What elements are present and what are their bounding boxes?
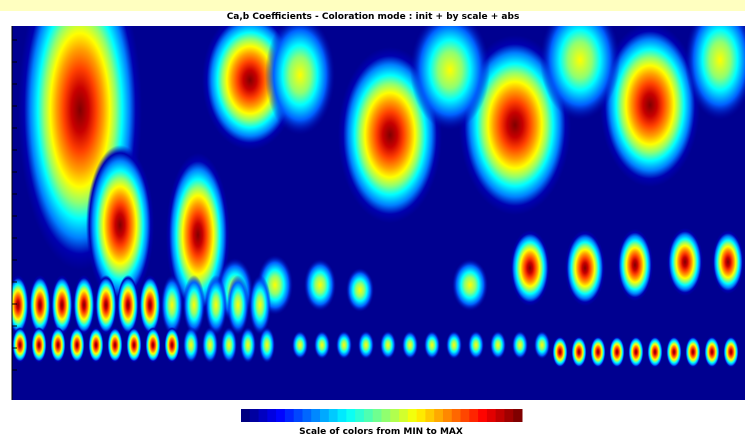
coefficient-blob xyxy=(534,331,550,359)
colorbar-caption: Scale of colors from MIN to MAX xyxy=(299,427,463,437)
colorbar-cell xyxy=(469,409,478,422)
coefficient-blob xyxy=(667,228,703,296)
colorbar-cell xyxy=(496,409,505,422)
colorbar-cell xyxy=(504,409,513,422)
coefficient-blob xyxy=(552,336,568,368)
coefficient-blob xyxy=(183,275,205,335)
colorbar-cell xyxy=(267,409,276,422)
coefficient-blob xyxy=(240,327,256,363)
coefficient-blob xyxy=(540,0,620,120)
coefficient-blob xyxy=(221,327,237,363)
colorbar-cell xyxy=(364,409,373,422)
colorbar-cell xyxy=(285,409,294,422)
coefficient-blob xyxy=(292,331,308,359)
coefficient-blob xyxy=(126,327,142,363)
coefficient-blob xyxy=(402,331,418,359)
colorbar-cell xyxy=(355,409,364,422)
coefficient-blob xyxy=(31,327,47,363)
colorbar-cell xyxy=(346,409,355,422)
coefficient-blob xyxy=(712,230,744,294)
coefficient-blob xyxy=(161,275,183,335)
colorbar-cell xyxy=(443,409,452,422)
colorbar-cell xyxy=(311,409,320,422)
colorbar-cell xyxy=(417,409,426,422)
plot-title: Ca,b Coefficients - Coloration mode : in… xyxy=(227,12,520,22)
coefficient-blob xyxy=(50,327,66,363)
coefficient-blob xyxy=(358,331,374,359)
coefficient-blob xyxy=(424,331,440,359)
coefficient-blob xyxy=(12,327,28,363)
coefficient-blob xyxy=(346,268,374,312)
colorbar-cell xyxy=(320,409,329,422)
coefficient-blob xyxy=(510,230,550,306)
coefficient-blob xyxy=(107,327,123,363)
coefficient-blob xyxy=(95,275,117,335)
coefficient-blob xyxy=(73,275,95,335)
colorbar-cell xyxy=(425,409,434,422)
coefficient-blob xyxy=(29,275,51,335)
coefficient-blob xyxy=(490,331,506,359)
colorbar-cell xyxy=(276,409,285,422)
colorbar-cell xyxy=(329,409,338,422)
colorbar-cell xyxy=(382,409,391,422)
colorbar-cell xyxy=(259,409,268,422)
top-strip xyxy=(0,0,745,11)
colorbar-cell xyxy=(294,409,303,422)
colorbar-cell xyxy=(250,409,259,422)
colorbar-cell xyxy=(513,409,522,422)
colorbar-cell xyxy=(452,409,461,422)
coefficient-blob xyxy=(259,327,275,363)
colorbar-cell xyxy=(408,409,417,422)
coefficient-blob xyxy=(164,327,180,363)
coefficient-blob xyxy=(590,336,606,368)
colorbar-cell xyxy=(373,409,382,422)
coefficient-blob xyxy=(117,275,139,335)
colorbar-cell xyxy=(241,409,250,422)
colorbar-cell xyxy=(338,409,347,422)
colorbar-cell xyxy=(434,409,443,422)
colorbar-cell xyxy=(302,409,311,422)
coefficient-blob xyxy=(51,275,73,335)
coefficient-blob xyxy=(512,331,528,359)
coefficient-blob xyxy=(265,15,335,135)
coefficient-blob xyxy=(145,327,161,363)
coefficient-blob xyxy=(666,336,682,368)
scalogram xyxy=(7,0,745,400)
coefficient-blob xyxy=(571,336,587,368)
coefficient-blob xyxy=(617,229,653,301)
coefficient-blob xyxy=(628,336,644,368)
coefficient-blob xyxy=(380,331,396,359)
coefficient-blob xyxy=(69,327,85,363)
coefficient-blob xyxy=(446,331,462,359)
coefficient-blob xyxy=(647,336,663,368)
coefficient-blob xyxy=(227,275,249,335)
coefficient-blob xyxy=(723,336,739,368)
coefficient-blob xyxy=(88,327,104,363)
coefficient-blob xyxy=(565,230,605,306)
colorbar-cell xyxy=(478,409,487,422)
coefficient-blob xyxy=(304,259,336,311)
coefficient-blob xyxy=(314,331,330,359)
colorbar-cell xyxy=(390,409,399,422)
coefficient-blob xyxy=(139,275,161,335)
coefficient-blob xyxy=(336,331,352,359)
colorbar-cell xyxy=(487,409,496,422)
coefficient-blob xyxy=(7,275,29,335)
coefficient-blob xyxy=(452,259,488,311)
coefficient-blob xyxy=(704,336,720,368)
colorbar-cell xyxy=(461,409,470,422)
coefficient-blob xyxy=(685,336,701,368)
coefficient-blob xyxy=(205,275,227,335)
coefficient-blob xyxy=(468,331,484,359)
colorbar-cell xyxy=(399,409,408,422)
coefficient-blob xyxy=(183,327,199,363)
coefficient-blob xyxy=(609,336,625,368)
coefficient-blob xyxy=(202,327,218,363)
coefficient-blob xyxy=(249,275,271,335)
colorbar xyxy=(241,409,523,422)
coefficient-blob xyxy=(410,10,490,130)
screen: Ca,b Coefficients - Coloration mode : in… xyxy=(0,0,745,438)
